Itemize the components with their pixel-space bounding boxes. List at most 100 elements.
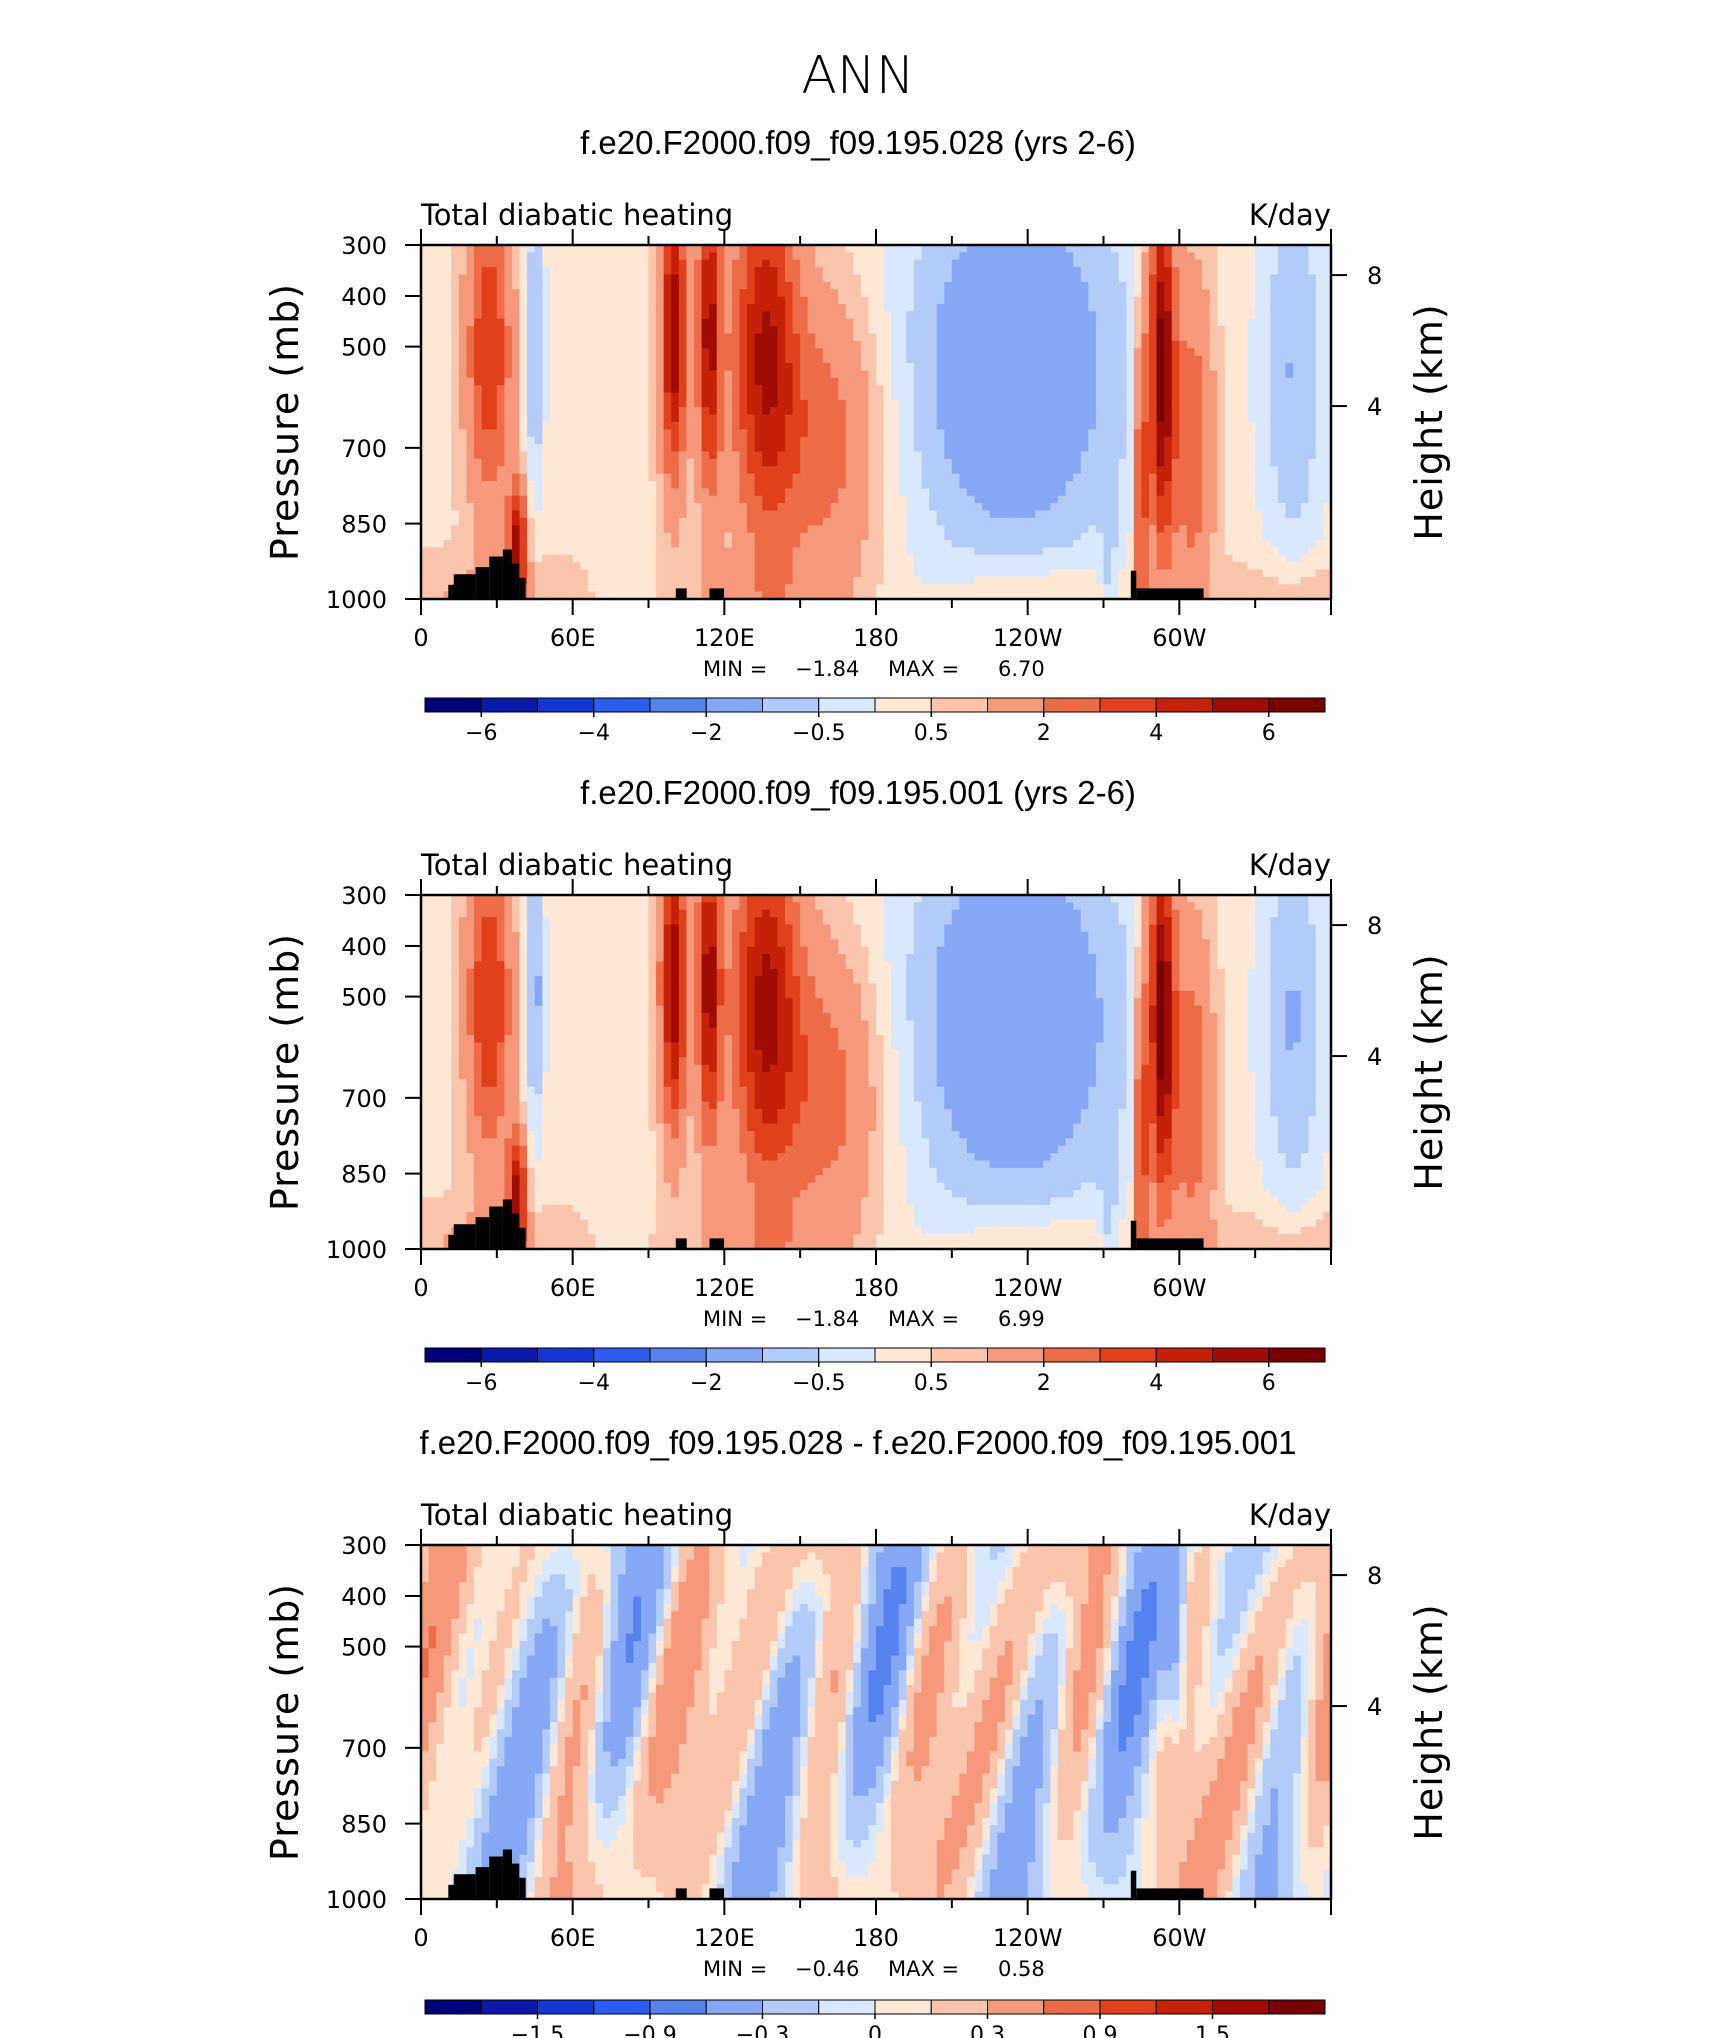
field-cell (815, 576, 824, 585)
field-cell (777, 318, 786, 327)
field-cell (519, 569, 528, 578)
field-cell (1118, 267, 1127, 276)
field-cell (883, 488, 892, 497)
field-cell (1141, 444, 1150, 453)
field-cell (822, 296, 832, 305)
field-cell (458, 252, 468, 261)
field-cell (739, 540, 748, 548)
field-cell (1133, 562, 1143, 571)
field-cell (527, 473, 536, 482)
field-cell (603, 569, 612, 578)
field-cell (618, 340, 627, 349)
field-cell (557, 444, 566, 453)
field-cell (603, 370, 612, 379)
field-cell (883, 311, 892, 320)
field-cell (739, 488, 748, 497)
field-cell (997, 547, 1006, 556)
field-cell (1065, 274, 1074, 283)
field-cell (1035, 562, 1044, 571)
field-cell (1186, 569, 1196, 578)
field-cell (1058, 252, 1067, 261)
field-cell (739, 399, 748, 408)
field-cell (656, 274, 665, 283)
field-cell (595, 318, 604, 327)
field-cell (982, 245, 991, 253)
field-cell (451, 481, 460, 489)
field-cell (906, 274, 915, 283)
field-cell (800, 414, 809, 423)
field-cell (868, 355, 877, 364)
field-cell (648, 326, 657, 335)
field-cell (1171, 495, 1180, 504)
field-cell (891, 259, 900, 268)
field-cell (830, 569, 839, 578)
field-cell (785, 525, 794, 534)
field-cell (481, 562, 490, 571)
field-cell (527, 562, 536, 571)
field-cell (982, 281, 991, 290)
field-cell (891, 370, 900, 379)
field-cell (815, 510, 824, 519)
field-cell (1004, 363, 1014, 371)
field-cell (929, 488, 938, 497)
field-cell (1111, 547, 1120, 556)
field-cell (1133, 370, 1143, 379)
field-cell (1171, 245, 1180, 253)
field-cell (557, 304, 566, 312)
field-cell (519, 422, 528, 430)
field-cell (572, 547, 581, 556)
field-cell (656, 281, 665, 290)
field-cell (436, 576, 445, 585)
field-cell (534, 510, 543, 519)
field-cell (618, 259, 627, 268)
field-cell (1133, 503, 1143, 512)
field-cell (891, 296, 900, 305)
field-cell (595, 488, 604, 497)
field-cell (1035, 466, 1044, 475)
field-cell (951, 576, 961, 585)
field-cell (678, 370, 688, 379)
field-cell (1065, 503, 1074, 512)
field-cell (527, 289, 536, 298)
field-cell (1126, 340, 1135, 349)
field-cell (504, 466, 513, 475)
field-cell (997, 355, 1006, 364)
field-cell (1050, 296, 1059, 305)
field-cell (694, 510, 703, 519)
field-cell (1133, 510, 1143, 519)
field-cell (557, 576, 566, 585)
field-cell (466, 296, 475, 305)
field-cell (709, 481, 718, 489)
field-cell (860, 458, 870, 467)
field-cell (929, 377, 938, 386)
field-cell (1012, 267, 1021, 276)
field-cell (936, 422, 945, 430)
field-cell (603, 466, 612, 475)
field-cell (1095, 281, 1105, 290)
field-cell (754, 318, 763, 327)
field-cell (534, 473, 543, 482)
field-cell (640, 584, 650, 593)
field-cell (1004, 547, 1014, 556)
field-cell (731, 591, 741, 600)
field-cell (595, 392, 604, 401)
field-cell (428, 429, 437, 438)
field-cell (1088, 363, 1097, 371)
field-cell (1156, 547, 1165, 556)
field-cell (1050, 584, 1059, 593)
field-cell (1202, 363, 1211, 371)
field-cell (496, 399, 506, 408)
field-cell (792, 340, 801, 349)
field-cell (458, 473, 468, 482)
field-cell (557, 399, 566, 408)
field-cell (807, 245, 816, 253)
field-cell (489, 473, 498, 482)
field-cell (936, 481, 945, 489)
field-cell (731, 326, 741, 335)
field-cell (1186, 451, 1196, 460)
field-cell (959, 503, 968, 512)
field-cell (762, 562, 771, 571)
field-cell (860, 576, 870, 585)
field-cell (640, 245, 650, 253)
field-cell (724, 525, 733, 534)
